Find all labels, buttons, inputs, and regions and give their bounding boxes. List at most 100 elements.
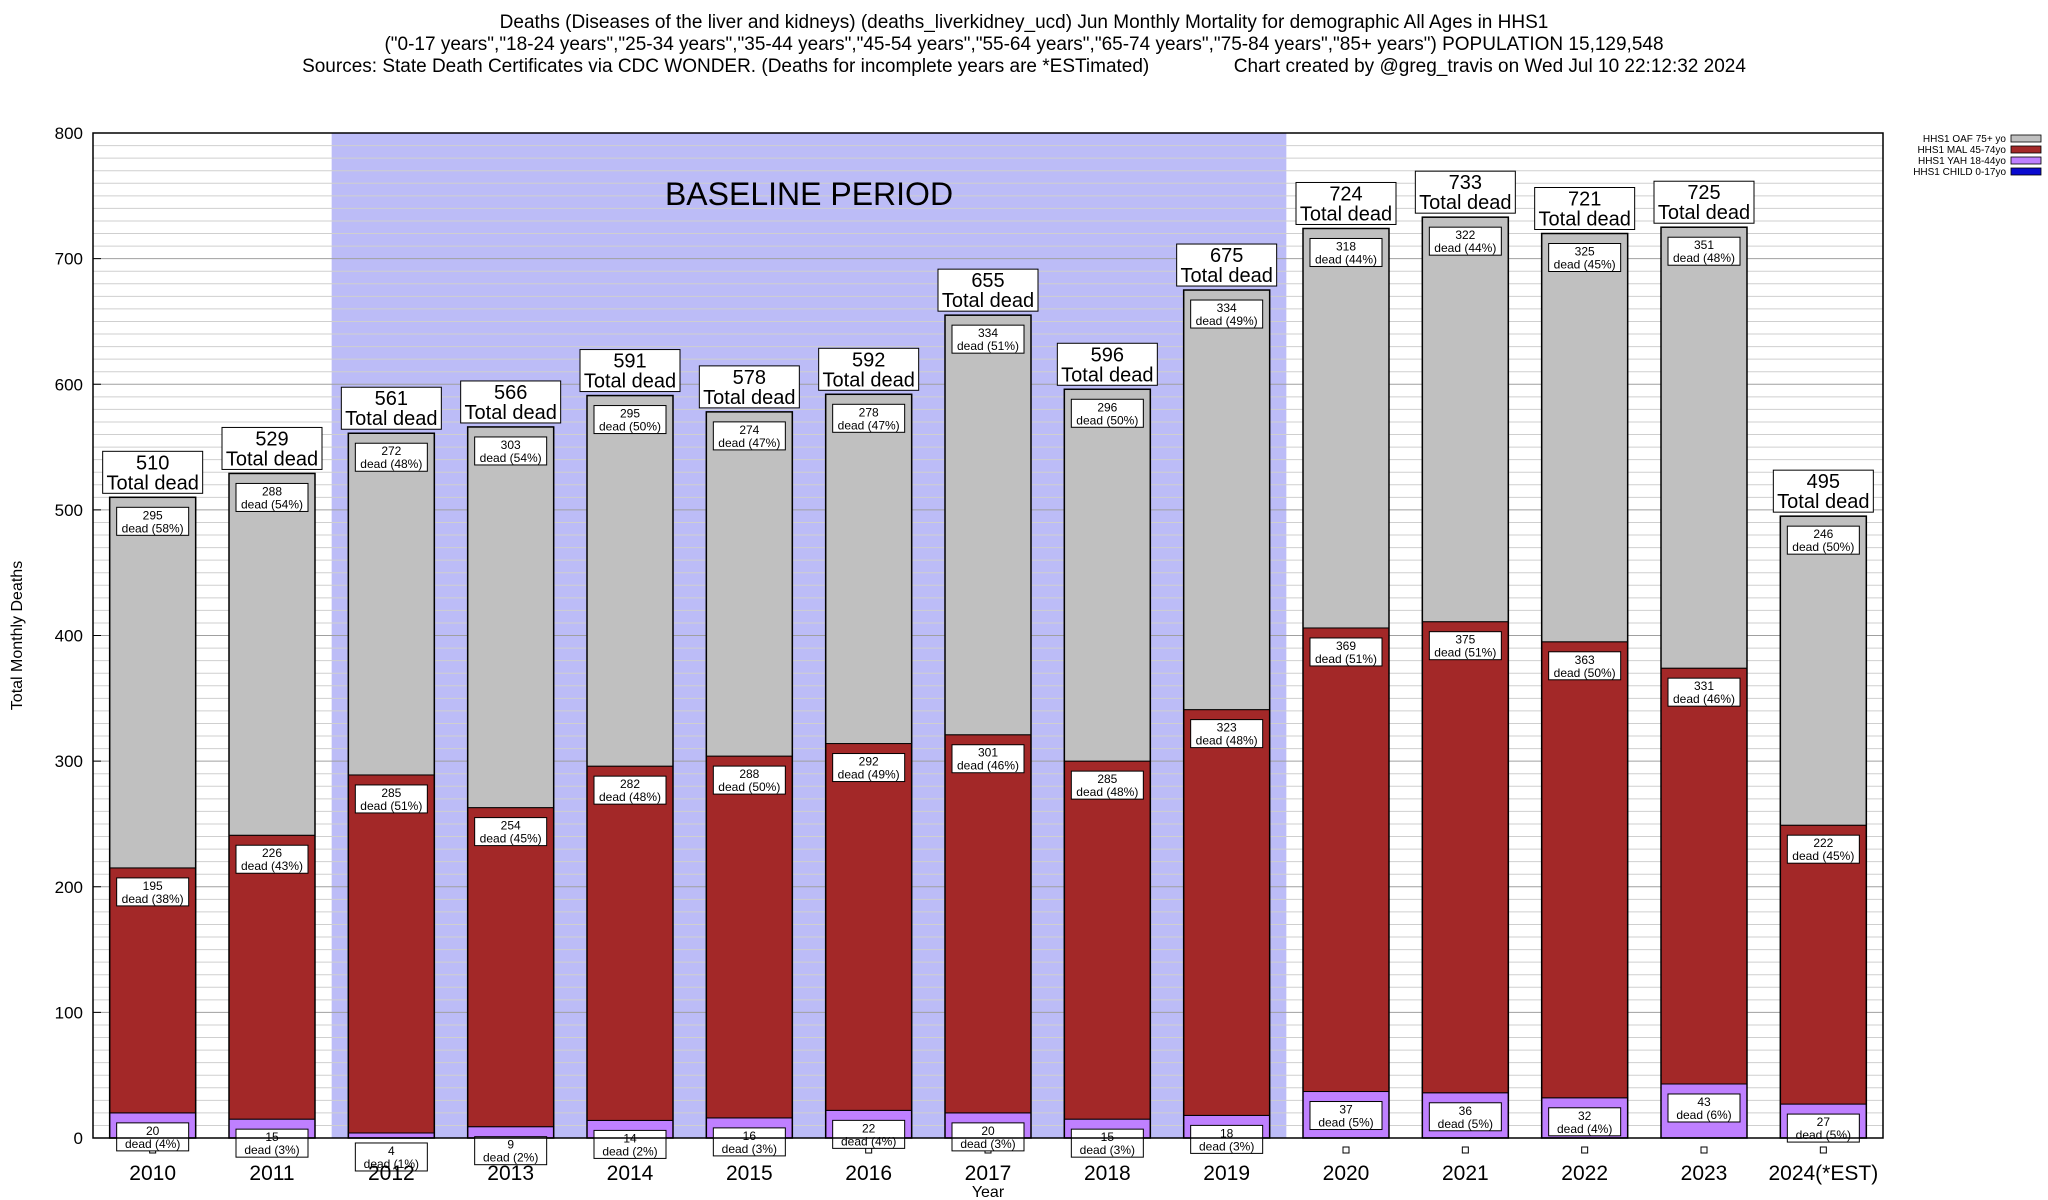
total-value-label: 721	[1568, 189, 1601, 211]
segment-value-label: 285	[1097, 772, 1117, 786]
total-value-label: 510	[136, 452, 169, 474]
total-suffix-label: Total dead	[107, 472, 199, 494]
segment-label-box-2023-1	[1667, 1093, 1741, 1123]
segment-label-box-2011-3	[235, 482, 309, 512]
bar-segment-2018-2	[1063, 760, 1151, 1120]
segment-value-label: 18	[1220, 1126, 1234, 1140]
y-tick-label: 0	[74, 1129, 83, 1148]
child-series-marker-2021	[1461, 1146, 1469, 1154]
segment-label-box-2013-2	[474, 817, 548, 847]
segment-label-box-2011-2	[235, 844, 309, 874]
total-value-label: 596	[1091, 344, 1124, 366]
segment-value-label: 16	[743, 1129, 757, 1143]
segment-percent-label: dead (46%)	[957, 759, 1019, 773]
total-suffix-label: Total dead	[1061, 364, 1153, 386]
y-tick-label: 800	[55, 124, 83, 143]
segment-percent-label: dead (45%)	[480, 832, 542, 846]
x-axis-title: Year	[972, 1184, 1005, 1200]
segment-label-box-2010-3	[116, 506, 190, 536]
total-suffix-label: Total dead	[1300, 203, 1392, 225]
segment-value-label: 37	[1339, 1103, 1353, 1117]
segment-value-label: 323	[1217, 721, 1237, 735]
segment-value-label: 274	[739, 423, 759, 437]
total-suffix-label: Total dead	[1658, 202, 1750, 224]
x-tick-label: 2011	[249, 1162, 294, 1185]
segment-label-box-2014-1	[593, 1129, 667, 1159]
segment-label-box-2021-3	[1428, 226, 1502, 256]
child-series-marker-2024(*EST)	[1819, 1146, 1827, 1154]
bar-segment-2017-2	[944, 734, 1032, 1114]
segment-label-box-2020-2	[1309, 637, 1383, 667]
x-tick-label: 2024(*EST)	[1768, 1162, 1878, 1185]
segment-percent-label: dead (46%)	[1673, 692, 1735, 706]
segment-value-label: 325	[1575, 245, 1595, 259]
segment-value-label: 375	[1455, 633, 1475, 647]
segment-value-label: 301	[978, 746, 998, 760]
bar-segment-2021-3	[1421, 216, 1509, 623]
bar-segment-2023-2	[1660, 667, 1748, 1085]
segment-percent-label: dead (48%)	[1076, 785, 1138, 799]
segment-label-box-2021-1	[1428, 1102, 1502, 1132]
bar-segment-2012-2	[347, 774, 435, 1134]
segment-value-label: 195	[143, 879, 163, 893]
total-value-label: 675	[1210, 245, 1243, 267]
segment-percent-label: dead (54%)	[480, 451, 542, 465]
legend-swatch	[2010, 167, 2042, 176]
segment-label-box-2016-3	[832, 403, 906, 433]
total-label-box-2016	[818, 347, 920, 391]
segment-value-label: 322	[1455, 228, 1475, 242]
legend-swatch	[2010, 145, 2042, 154]
segment-percent-label: dead (50%)	[599, 420, 661, 434]
bar-segment-2015-3	[705, 411, 793, 757]
segment-percent-label: dead (2%)	[602, 1144, 657, 1158]
total-label-box-2019	[1176, 243, 1278, 287]
segment-percent-label: dead (3%)	[244, 1143, 299, 1157]
x-tick-label: 2016	[845, 1162, 892, 1185]
segment-percent-label: dead (4%)	[841, 1134, 896, 1148]
bar-segment-2015-2	[705, 755, 793, 1119]
segment-percent-label: dead (4%)	[1557, 1122, 1612, 1136]
total-value-label: 592	[852, 349, 885, 371]
segment-value-label: 15	[1101, 1130, 1115, 1144]
total-label-box-2014	[579, 349, 681, 393]
chart-header: Deaths (Diseases of the liver and kidney…	[0, 12, 2048, 78]
x-tick-label: 2019	[1203, 1162, 1250, 1185]
total-label-box-2010	[102, 450, 204, 494]
segment-percent-label: dead (5%)	[1318, 1116, 1373, 1130]
total-suffix-label: Total dead	[345, 408, 437, 430]
segment-percent-label: dead (3%)	[1199, 1139, 1254, 1153]
segment-value-label: 296	[1097, 400, 1117, 414]
bar-segment-2024(*EST)-2	[1779, 824, 1867, 1105]
segment-percent-label: dead (50%)	[718, 780, 780, 794]
segment-value-label: 318	[1336, 239, 1356, 253]
segment-value-label: 36	[1459, 1104, 1473, 1118]
total-suffix-label: Total dead	[584, 371, 676, 393]
total-value-label: 561	[375, 388, 408, 410]
bar-segment-2020-3	[1302, 227, 1390, 629]
segment-label-box-2012-2	[354, 784, 428, 814]
segment-label-box-2022-3	[1548, 243, 1622, 272]
segment-label-box-2023-2	[1667, 677, 1741, 707]
x-tick-label: 2023	[1681, 1162, 1728, 1185]
segment-label-box-2016-1	[832, 1119, 906, 1149]
bar-segment-2022-3	[1541, 233, 1629, 643]
segment-value-label: 32	[1578, 1109, 1592, 1123]
segment-label-box-2017-2	[951, 744, 1025, 774]
segment-value-label: 288	[262, 484, 282, 498]
segment-value-label: 292	[859, 755, 879, 769]
total-value-label: 724	[1329, 183, 1362, 205]
segment-percent-label: dead (44%)	[1315, 252, 1377, 266]
bar-segment-2020-2	[1302, 627, 1390, 1093]
segment-value-label: 15	[265, 1130, 279, 1144]
segment-percent-label: dead (49%)	[838, 768, 900, 782]
total-label-box-2015	[698, 365, 800, 409]
total-suffix-label: Total dead	[1419, 192, 1511, 214]
segment-percent-label: dead (5%)	[1796, 1128, 1851, 1142]
bar-segment-2011-3	[228, 472, 316, 836]
y-axis-title: Total Monthly Deaths	[9, 561, 26, 710]
child-series-marker-2023	[1700, 1146, 1708, 1154]
segment-percent-label: dead (3%)	[722, 1142, 777, 1156]
segment-label-box-2013-3	[474, 436, 548, 466]
y-tick-label: 600	[55, 375, 83, 394]
